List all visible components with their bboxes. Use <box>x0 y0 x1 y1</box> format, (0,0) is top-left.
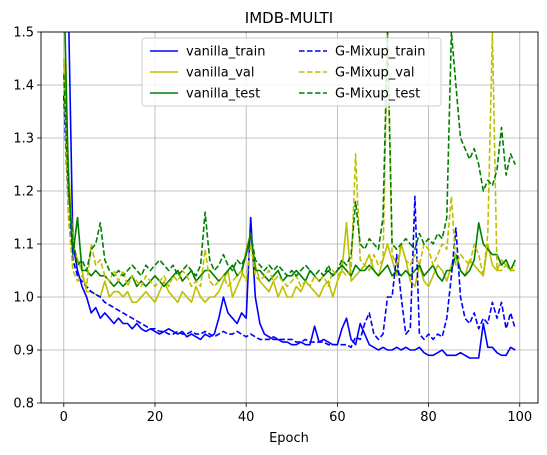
series-line-vanilla_train <box>68 32 516 359</box>
x-tick-label: 0 <box>60 410 68 425</box>
x-axis-label: Epoch <box>269 431 309 446</box>
y-tick-label: 1.1 <box>13 238 34 253</box>
y-tick-label: 1.4 <box>13 79 34 94</box>
x-tick-label: 100 <box>507 410 532 425</box>
y-tick-label: 1.2 <box>13 185 34 200</box>
series-line-vanilla_val <box>63 58 516 304</box>
y-tick-label: 1.0 <box>13 291 34 306</box>
y-ticks: 0.8 0.9 1.0 1.1 1.2 1.3 1.4 1.5 <box>13 26 41 412</box>
legend-label-G-Mixup_val: G-Mixup_val <box>335 66 415 81</box>
x-tick-label: 20 <box>147 410 164 425</box>
plot-frame <box>40 31 539 404</box>
x-tick-label: 40 <box>238 410 255 425</box>
series-line-G-Mixup_train <box>63 95 516 349</box>
y-tick-label: 0.9 <box>13 344 34 359</box>
y-tick-label: 1.3 <box>13 132 34 147</box>
series-layer <box>63 32 516 359</box>
chart-title: IMDB-MULTI <box>245 9 333 27</box>
series-line-G-Mixup_val <box>63 32 516 288</box>
y-tick-label: 0.8 <box>13 397 34 412</box>
legend-label-vanilla_val: vanilla_val <box>186 66 254 81</box>
legend: vanilla_train vanilla_val vanilla_test G-Mi… <box>141 37 442 107</box>
y-tick-label: 1.5 <box>13 26 34 41</box>
legend-label-G-Mixup_train: G-Mixup_train <box>335 45 426 60</box>
legend-box <box>141 37 442 107</box>
x-tick-label: 80 <box>420 410 437 425</box>
x-ticks: 0 20 40 60 80 100 <box>60 403 532 425</box>
legend-label-vanilla_test: vanilla_test <box>186 87 260 102</box>
series-line-G-Mixup_test <box>63 32 516 277</box>
legend-label-G-Mixup_test: G-Mixup_test <box>335 87 420 102</box>
x-tick-label: 60 <box>329 410 346 425</box>
legend-label-vanilla_train: vanilla_train <box>186 45 265 60</box>
